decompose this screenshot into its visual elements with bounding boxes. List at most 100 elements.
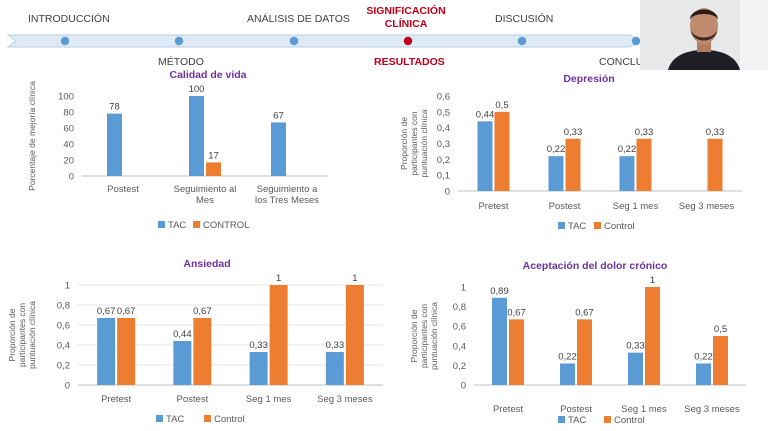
y-axis-label-line: puntuación clínica <box>27 301 37 369</box>
y-tick-label: 60 <box>63 124 74 135</box>
y-tick-label: 0,3 <box>437 139 450 150</box>
y-axis-label-line: Porcentaje de mejoría clínica <box>27 81 37 191</box>
y-tick-label: 0,1 <box>437 171 450 182</box>
chart-aceptacion-dolor-svg: Aceptación del dolor crónico 0 0,2 0,4 0,6 0,… <box>409 260 746 426</box>
timeline-dot-analysis[interactable] <box>289 36 299 46</box>
y-tick-label: 0,6 <box>453 322 466 333</box>
bar-tac-2 <box>249 352 268 385</box>
bar-control-2 <box>645 287 660 385</box>
nav-significance[interactable]: SIGNIFICACIÓN CLÍNICA <box>356 5 456 31</box>
bar-tac-0 <box>97 318 116 385</box>
y-axis-label: Proporción de participantes con puntuación… <box>409 302 439 370</box>
data-label: 0,5 <box>495 100 508 111</box>
bar-tac-2 <box>271 122 286 176</box>
y-axis-label-line: puntuación clínica <box>419 109 429 177</box>
bar-tac-0 <box>477 121 493 191</box>
timeline-dot-discussion[interactable] <box>517 36 527 46</box>
x-category-label: Seguimiento al <box>174 184 237 195</box>
y-tick-label: 100 <box>58 92 74 103</box>
legend-label: Control <box>614 415 645 426</box>
nav-significance-line2: CLÍNICA <box>384 18 428 30</box>
nav-method[interactable]: MÉTODO <box>158 56 204 68</box>
y-tick-label: 40 <box>63 140 74 151</box>
nav-discussion[interactable]: DISCUSIÓN <box>495 13 554 25</box>
data-label: 0,67 <box>575 307 594 318</box>
y-tick-label: 0,6 <box>437 92 450 103</box>
legend-label: TAC <box>168 220 186 231</box>
y-tick-label: 0,4 <box>437 123 450 134</box>
legend-swatch-control <box>604 416 611 423</box>
timeline-dot-method[interactable] <box>174 36 184 46</box>
data-label: 100 <box>189 84 205 95</box>
data-label: 0,44 <box>173 329 192 340</box>
y-tick-label: 0 <box>69 172 74 183</box>
chart-calidad-de-vida: Calidad de vida 0 20 40 60 80 100 Porcentaje de… <box>18 62 348 242</box>
legend-label: TAC <box>568 415 586 426</box>
y-axis-label-line: puntuación clínica <box>429 302 439 370</box>
x-category-label: Seg 1 mes <box>621 404 667 415</box>
chart-calidad-de-vida-svg: Calidad de vida 0 20 40 60 80 100 Porcentaje de… <box>27 69 328 231</box>
bar-tac-3 <box>696 363 711 385</box>
y-axis-label: Proporción de participantes con puntuación… <box>7 301 37 369</box>
y-tick-label: 0,5 <box>437 107 450 118</box>
x-category-label: Seg 1 mes <box>613 201 659 212</box>
legend-label: Control <box>604 221 635 232</box>
legend-swatch-control <box>594 222 601 229</box>
y-tick-label: 0 <box>445 187 450 198</box>
chart-title: Calidad de vida <box>169 69 246 81</box>
bar-tac-1 <box>560 363 575 385</box>
bar-control-2 <box>269 285 288 385</box>
data-label: 0,22 <box>694 351 713 362</box>
bar-control-3 <box>713 336 728 385</box>
bar-control-1 <box>565 138 581 191</box>
legend-swatch-tac <box>156 415 163 422</box>
x-category-label: Seg 3 meses <box>679 201 735 212</box>
data-label: 0,22 <box>618 144 637 155</box>
y-tick-label: 1 <box>461 283 466 294</box>
x-category-label: Pretest <box>478 201 508 212</box>
timeline-dot-conclusions[interactable] <box>631 36 640 46</box>
y-tick-label: 80 <box>63 108 74 119</box>
data-label: 0,67 <box>117 306 136 317</box>
chart-depresion-svg: Depresión 0 0,1 0,2 0,3 0,4 0,5 0,6 Proporción d… <box>399 73 742 232</box>
x-category-label: Seguimiento a <box>257 184 318 195</box>
bar-tac-2 <box>619 156 635 191</box>
bar-control-0 <box>494 111 510 191</box>
y-tick-label: 0,6 <box>57 321 70 332</box>
x-category-label: los Tres Meses <box>255 195 319 206</box>
data-label: 0,22 <box>547 144 566 155</box>
data-label: 0,44 <box>476 109 495 120</box>
data-label: 1 <box>352 273 357 284</box>
y-tick-label: 0,2 <box>57 361 70 372</box>
bar-control-3 <box>707 138 723 191</box>
bar-tac-2 <box>628 352 643 385</box>
data-label: 0,33 <box>249 340 268 351</box>
nav-analysis[interactable]: ANÁLISIS DE DATOS <box>247 13 350 25</box>
nav-significance-line1: SIGNIFICACIÓN <box>366 5 446 17</box>
x-category-label: Mes <box>196 195 214 206</box>
data-label: 0,5 <box>714 324 727 335</box>
data-label: 78 <box>109 102 120 113</box>
x-category-label: Pretest <box>101 394 131 405</box>
chart-title: Depresión <box>563 73 614 85</box>
data-label: 17 <box>208 150 219 161</box>
nav-intro[interactable]: INTRODUCCIÓN <box>28 13 110 25</box>
chart-ansiedad-svg: Ansiedad 0 0,2 0,4 0,6 0,8 1 Proporción de parti… <box>7 258 383 425</box>
y-tick-label: 0 <box>65 381 70 392</box>
timeline <box>6 34 640 48</box>
timeline-dot-results[interactable] <box>403 36 413 46</box>
x-category-label: Seg 3 meses <box>684 404 740 415</box>
bar-tac-0 <box>492 297 507 385</box>
bar-control-2 <box>636 138 652 191</box>
timeline-dot-intro[interactable] <box>60 36 70 46</box>
y-axis-label-line: Proporción de <box>399 117 409 170</box>
x-category-label: Seg 3 meses <box>317 394 373 405</box>
bar-tac-1 <box>548 156 564 191</box>
chart-title: Aceptación del dolor crónico <box>523 260 668 272</box>
nav-conclusions[interactable]: CONCLU <box>599 56 644 68</box>
y-tick-label: 0,2 <box>437 155 450 166</box>
nav-results[interactable]: RESULTADOS <box>374 56 445 68</box>
data-label: 1 <box>276 273 281 284</box>
data-label: 0,67 <box>97 306 116 317</box>
chart-depresion: Depresión 0 0,1 0,2 0,3 0,4 0,5 0,6 Proporción d… <box>392 62 768 242</box>
